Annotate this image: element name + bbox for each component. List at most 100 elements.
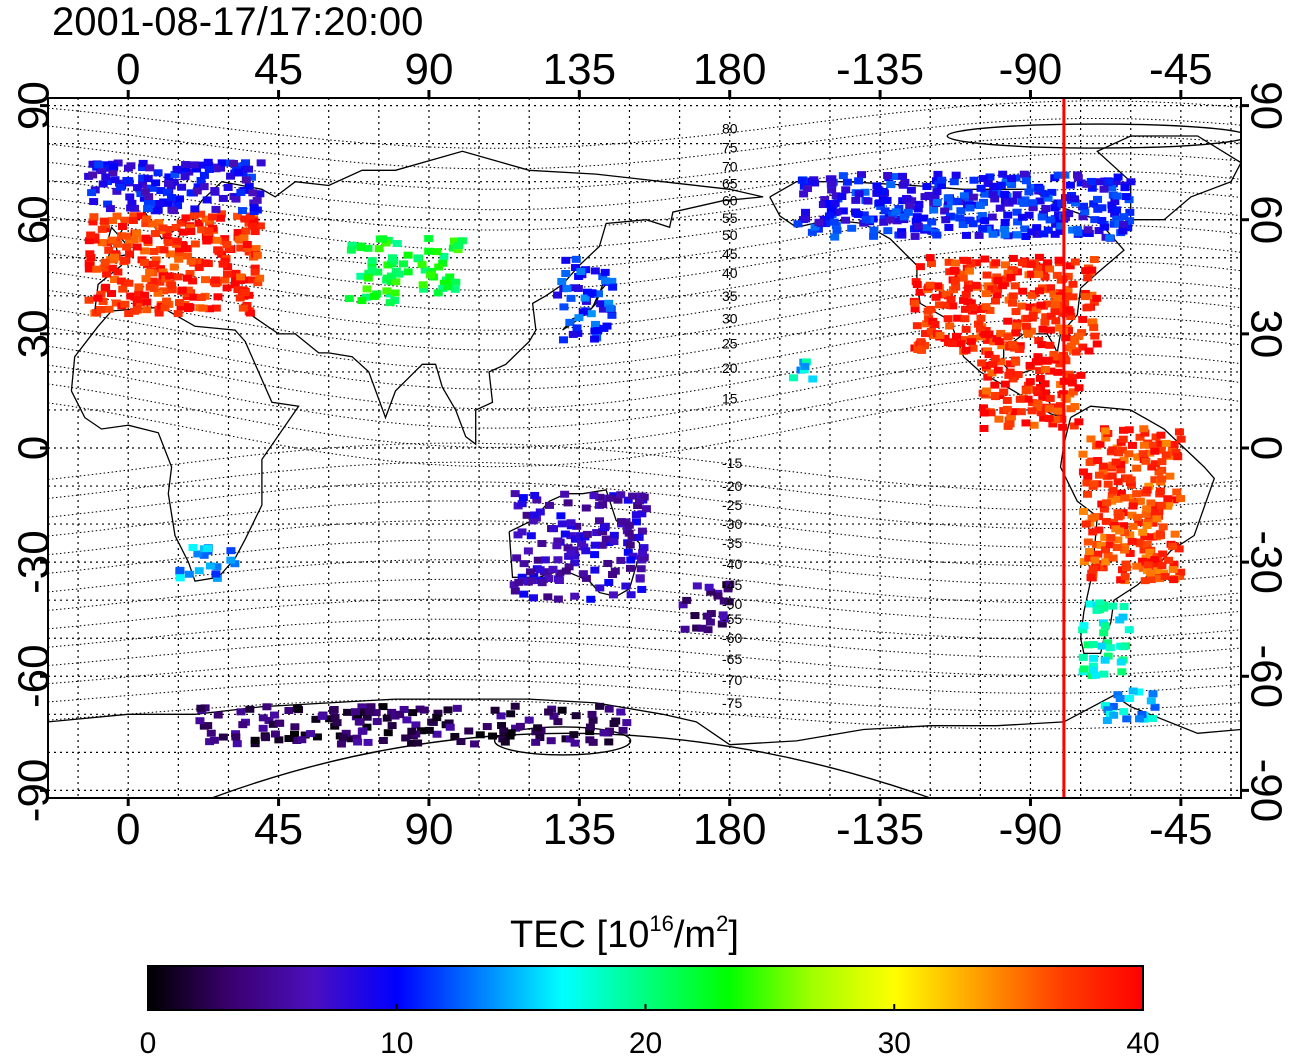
- tec-cell: [598, 305, 608, 313]
- tec-cell: [1119, 522, 1129, 530]
- contour-label: -20: [722, 478, 742, 494]
- tec-cell: [230, 560, 240, 568]
- tec-cell: [945, 212, 955, 220]
- tec-cell: [533, 556, 543, 564]
- colorbar-tick-label: 30: [878, 1027, 911, 1057]
- tec-cell: [993, 285, 1003, 293]
- tec-cell: [1013, 371, 1023, 379]
- tec-cell: [124, 177, 134, 185]
- tec-cell: [1087, 514, 1097, 522]
- tec-cell: [247, 222, 257, 230]
- tec-cell: [382, 287, 392, 295]
- tec-cell: [356, 272, 366, 280]
- tec-cell: [1142, 522, 1152, 530]
- tec-cell: [220, 276, 230, 284]
- tec-cell: [500, 738, 510, 746]
- tec-cell: [1148, 690, 1158, 698]
- lat-label-right: 90: [1242, 81, 1291, 130]
- tec-cell: [1021, 419, 1031, 427]
- tec-cell: [1019, 199, 1029, 207]
- tec-cell: [1055, 216, 1065, 224]
- tec-cell: [1045, 341, 1055, 349]
- contour-line: [48, 699, 1241, 730]
- tec-cell: [996, 329, 1006, 337]
- tec-cell: [236, 708, 246, 716]
- tec-cell: [372, 718, 382, 726]
- tec-cell: [162, 297, 172, 305]
- tec-cell: [586, 595, 596, 603]
- tec-cell: [238, 207, 248, 215]
- tec-cell: [575, 532, 585, 540]
- tec-cell: [1093, 550, 1103, 558]
- tec-cell: [1096, 541, 1106, 549]
- tec-cell: [905, 203, 915, 211]
- tec-cell: [724, 598, 734, 606]
- tec-cell: [913, 205, 923, 213]
- tec-cell: [920, 330, 930, 338]
- tec-cell: [169, 178, 179, 186]
- tec-cell: [378, 235, 388, 243]
- tec-cell: [1113, 691, 1123, 699]
- tec-cell: [1085, 458, 1095, 466]
- tec-cell: [980, 190, 990, 198]
- tec-cell: [1112, 192, 1122, 200]
- tec-cell: [112, 187, 122, 195]
- tec-cell: [249, 204, 259, 212]
- tec-cell: [561, 567, 571, 575]
- tec-cell: [499, 727, 509, 735]
- contour-line: [48, 100, 1241, 149]
- tec-cell: [252, 251, 262, 259]
- lon-label-bottom: 45: [254, 805, 303, 854]
- tec-cell: [988, 230, 998, 238]
- tec-cell: [1006, 413, 1016, 421]
- tec-cell: [153, 169, 163, 177]
- tec-cell: [1105, 644, 1115, 652]
- tec-cell: [211, 304, 221, 312]
- tec-cell: [238, 169, 248, 177]
- contour-label: 25: [722, 335, 738, 351]
- tec-cell: [919, 214, 929, 222]
- tec-cell: [235, 294, 245, 302]
- tec-cell: [223, 183, 233, 191]
- tec-cell: [235, 277, 245, 285]
- tec-cell: [1043, 194, 1053, 202]
- tec-cell: [608, 591, 618, 599]
- tec-cell: [941, 216, 951, 224]
- tec-cell: [605, 304, 615, 312]
- tec-cell: [1128, 502, 1138, 510]
- tec-cell: [312, 733, 322, 741]
- tec-cell: [1021, 177, 1031, 185]
- tec-cell: [234, 235, 244, 243]
- tec-cell: [292, 705, 302, 713]
- tec-cell: [621, 582, 631, 590]
- tec-cell: [951, 259, 961, 267]
- tec-cell: [639, 553, 649, 561]
- tec-cell: [1104, 178, 1114, 186]
- tec-cell: [577, 540, 587, 548]
- tec-cell: [86, 253, 96, 261]
- tec-cell: [872, 189, 882, 197]
- tec-cell: [167, 194, 177, 202]
- tec-cell: [1032, 265, 1042, 273]
- tec-cell: [943, 203, 953, 211]
- tec-cell: [801, 215, 811, 223]
- lon-label-bottom: -45: [1149, 805, 1213, 854]
- lat-label-right: 30: [1242, 309, 1291, 358]
- tec-cell: [1173, 453, 1183, 461]
- tec-cell: [961, 346, 971, 354]
- tec-cell: [560, 530, 570, 538]
- tec-cell: [1008, 375, 1018, 383]
- tec-cell: [1054, 256, 1064, 264]
- tec-cell: [842, 178, 852, 186]
- tec-cell: [616, 491, 626, 499]
- tec-cell: [512, 554, 522, 562]
- tec-cell: [1078, 507, 1088, 515]
- tec-cell: [986, 409, 996, 417]
- tec-cell: [915, 263, 925, 271]
- tec-cell: [245, 212, 255, 220]
- contour-line: [48, 658, 1241, 694]
- tec-cell: [898, 172, 908, 180]
- tec-cell: [1127, 537, 1137, 545]
- tec-cell: [1035, 197, 1045, 205]
- tec-cell: [120, 216, 130, 224]
